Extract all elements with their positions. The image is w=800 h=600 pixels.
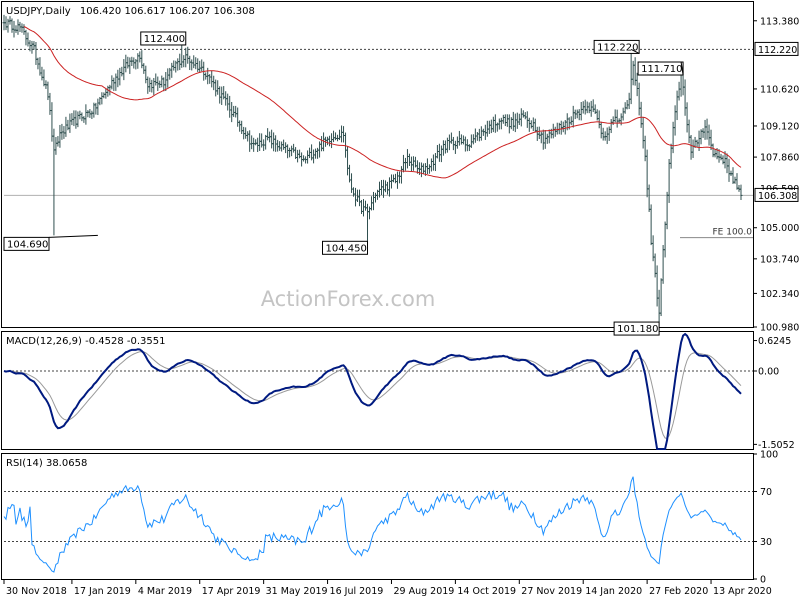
macd-title: MACD(12,26,9) -0.4528 -0.3551 — [6, 336, 166, 347]
svg-text:101.180: 101.180 — [617, 324, 658, 335]
time-tick-label: 17 Apr 2019 — [202, 586, 261, 597]
svg-text:111.710: 111.710 — [641, 64, 682, 75]
price-tick-label: 113.380 — [760, 16, 799, 27]
time-tick-label: 14 Jan 2020 — [585, 586, 642, 597]
time-tick-label: 16 Jul 2019 — [330, 586, 384, 597]
price-tick-label: 106.590 — [760, 184, 799, 195]
svg-text:104.450: 104.450 — [326, 243, 367, 254]
time-tick-label: 31 May 2019 — [266, 586, 328, 597]
rsi-tick-label: 30 — [760, 537, 772, 548]
macd-axis: 0.6245 0.00 -1.5052 — [753, 336, 795, 451]
price-bars — [2, 14, 743, 323]
rsi-layer — [3, 476, 753, 573]
svg-text:104.690: 104.690 — [7, 239, 48, 250]
level-annotation: 112.220 — [593, 39, 640, 54]
current-price-box — [754, 187, 799, 202]
price-axis: 113.380 112.220 110.620 109.120 107.860 106.3… — [753, 16, 799, 334]
level-annotation: 112.400 — [140, 31, 187, 46]
macd-tick-label: 0.6245 — [758, 336, 791, 347]
price-tick-label: 103.740 — [760, 254, 799, 265]
current-price-label: 106.308 — [758, 191, 797, 202]
symbol-label: USDJPY,Daily — [6, 6, 71, 17]
ohlc-values: 106.420 106.617 106.207 106.308 — [80, 6, 255, 17]
time-tick-label: 13 Apr 2020 — [713, 586, 772, 597]
level-annotation: 111.710 — [637, 61, 684, 76]
level-annotation: 101.180 — [613, 321, 660, 336]
time-tick-label: 27 Feb 2020 — [649, 586, 708, 597]
time-tick-label: 14 Oct 2019 — [457, 586, 516, 597]
price-tick-label: 105.000 — [760, 223, 799, 234]
time-tick-label: 4 Mar 2019 — [138, 586, 192, 597]
rsi-tick-label: 0 — [760, 575, 766, 586]
time-tick-label: 27 Nov 2019 — [521, 586, 582, 597]
resistance-box — [754, 41, 799, 56]
rsi-panel — [1, 453, 754, 580]
macd-panel — [1, 331, 754, 450]
time-tick-label: 17 Jan 2019 — [74, 586, 131, 597]
ohlc-bar — [739, 184, 743, 201]
svg-text:112.220: 112.220 — [597, 42, 638, 53]
moving-average-layer — [23, 26, 742, 179]
macd-tick-label: -1.5052 — [758, 440, 795, 451]
watermark: ActionForex.com — [261, 287, 436, 311]
resistance-axis-label: 112.220 — [758, 45, 797, 56]
price-header: USDJPY,Daily 106.420 106.617 106.207 106… — [6, 6, 255, 17]
rsi-title: RSI(14) 38.0658 — [6, 458, 87, 469]
rsi-line — [3, 476, 742, 573]
price-tick-label: 102.340 — [760, 289, 799, 300]
level-annotation: 104.450 — [322, 240, 369, 255]
macd-line — [3, 332, 742, 450]
rsi-axis: 100 70 30 0 — [753, 450, 778, 586]
rsi-tick-label: 70 — [760, 487, 772, 498]
price-tick-label: 109.120 — [760, 121, 799, 132]
time-tick-label: 30 Nov 2018 — [6, 586, 67, 597]
macd-tick-label: 0.00 — [758, 367, 779, 378]
price-panel — [1, 1, 754, 328]
svg-text:112.400: 112.400 — [144, 34, 185, 45]
rsi-tick-label: 100 — [760, 450, 778, 461]
price-tick-label: 100.980 — [760, 323, 799, 334]
fe-level-label: FE 100.0 — [713, 228, 753, 238]
time-tick-label: 29 Aug 2019 — [393, 586, 454, 597]
price-tick-label: 110.620 — [760, 84, 799, 95]
time-axis: 30 Nov 2018 17 Jan 2019 4 Mar 2019 17 Apr 2… — [3, 579, 772, 597]
price-tick-label: 107.860 — [760, 153, 799, 164]
moving-average-line — [23, 26, 742, 179]
macd-layer — [3, 332, 753, 450]
level-annotation: 104.690 — [3, 234, 98, 251]
